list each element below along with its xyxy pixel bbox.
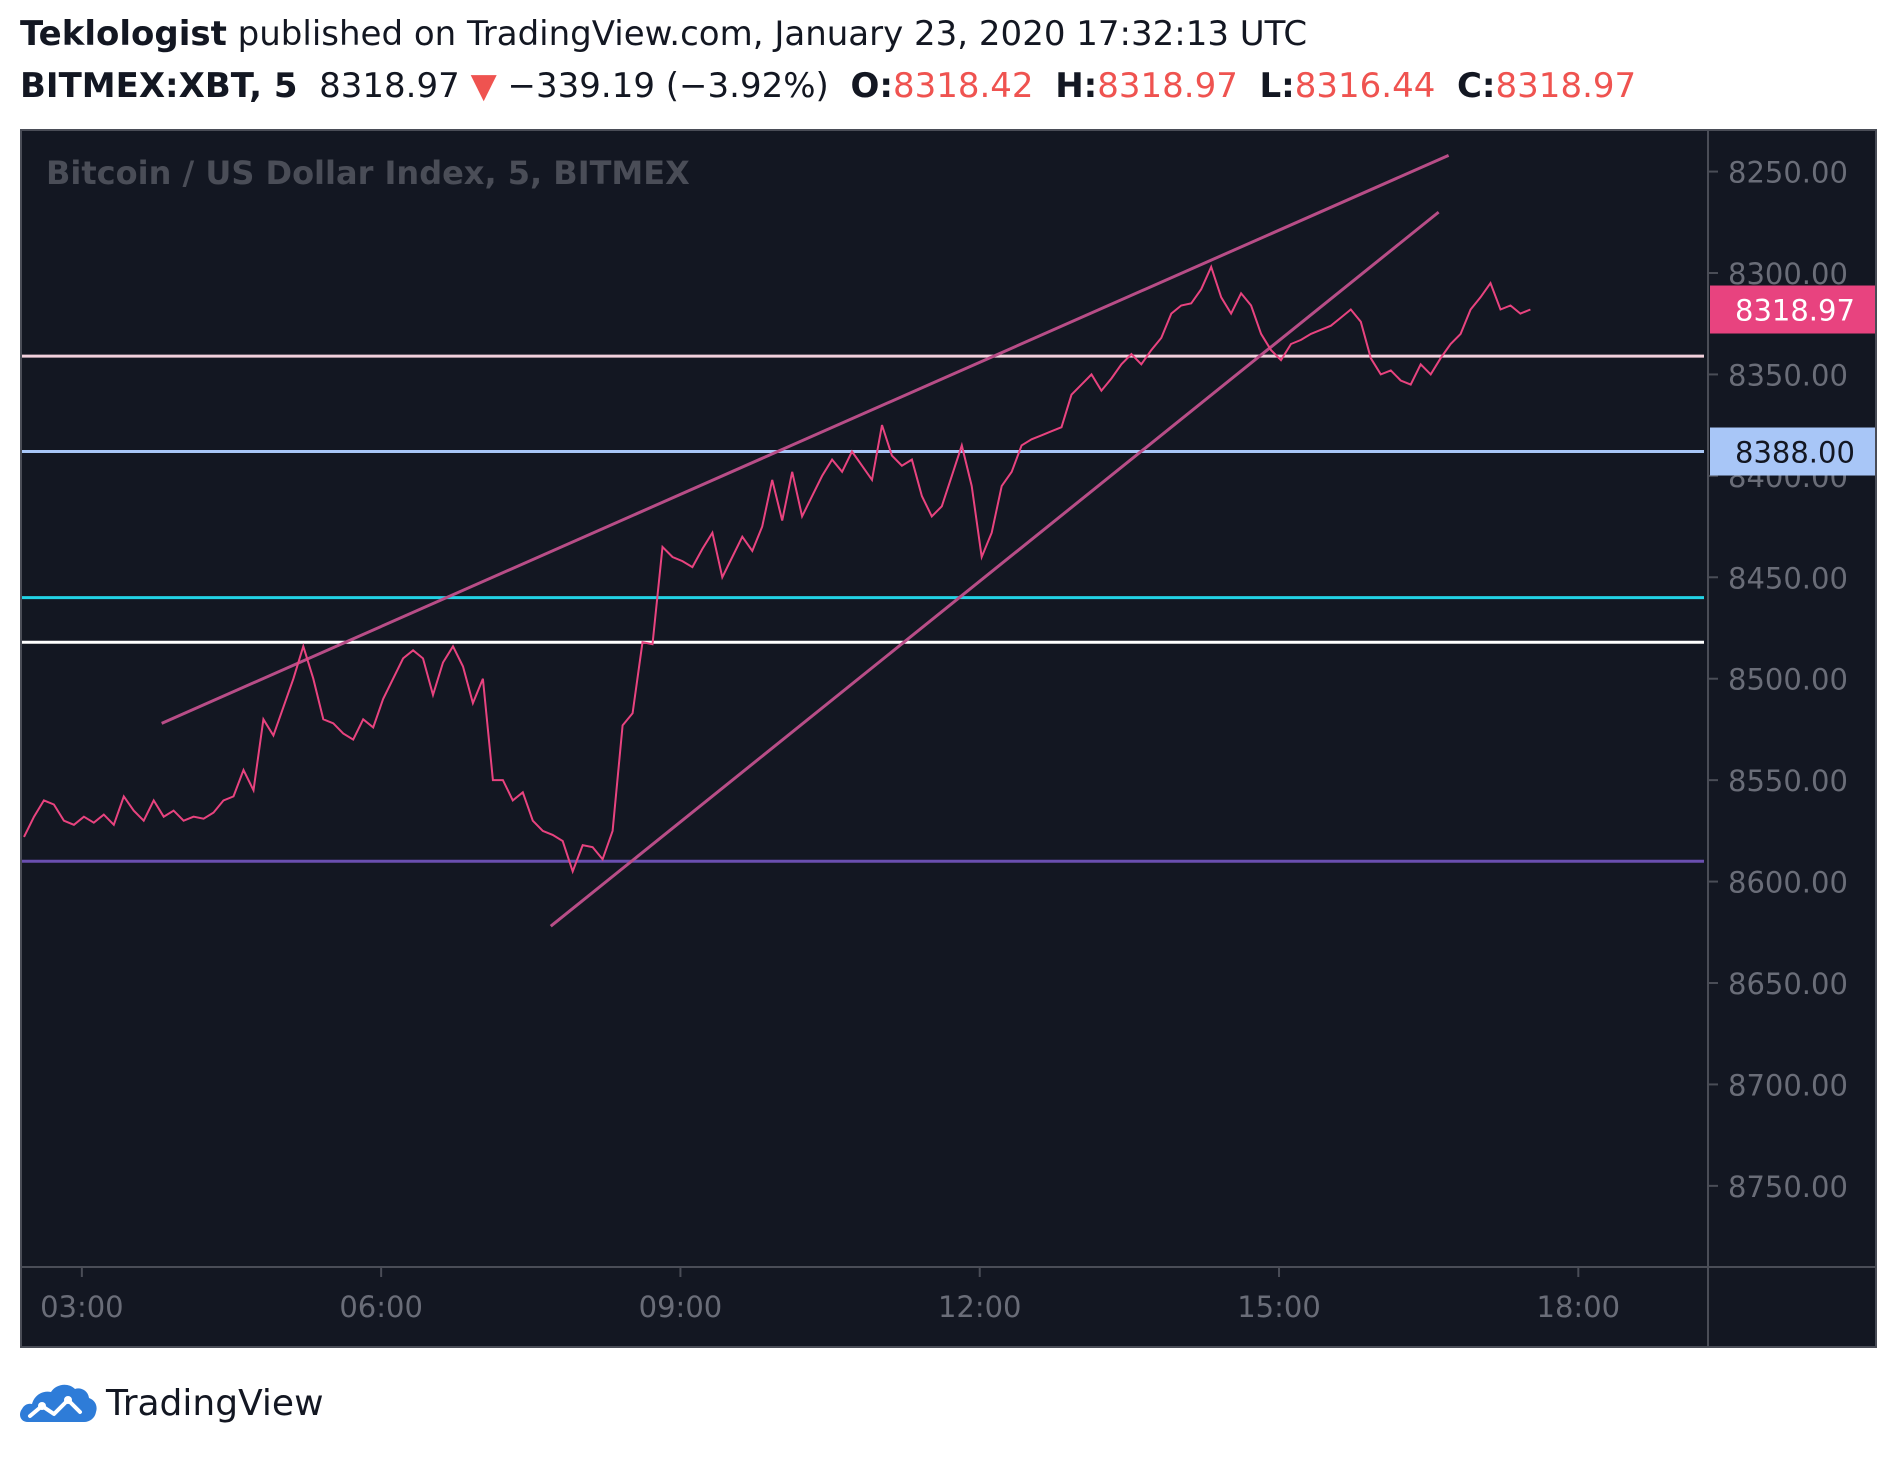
low-value: 8316.44 [1294,66,1436,106]
last-price-label-bg [1710,285,1875,334]
symbol-name[interactable]: BITMEX:XBT, 5 [20,66,298,106]
y-tick-label: 8250.00 [1728,156,1848,190]
y-tick-label: 8450.00 [1728,561,1848,595]
y-tick-label: 8600.00 [1728,866,1848,900]
level-price-label: 8388.00 [1735,436,1855,470]
published-text: published on TradingView.com, January 23… [226,14,1308,54]
down-arrow-icon: ▼ [470,66,497,106]
chart-panel[interactable]: 8250.00 8300.00 8350.00 8400.00 8450.00 8500.… [20,129,1877,1348]
tradingview-logo[interactable]: TradingView [18,1378,324,1428]
symbol-info: BITMEX:XBT, 5 8318.97 ▼ −339.19 (−3.92%)… [20,66,1636,106]
chart-title: Bitcoin / US Dollar Index, 5, BITMEX [46,154,690,192]
last-price-label: 8318.97 [1735,294,1855,328]
trendline-2 [549,210,1440,928]
open-value: 8318.42 [892,66,1034,106]
trendline-1 [161,153,1450,725]
y-tick-label: 8700.00 [1728,1068,1848,1102]
high-value: 8318.97 [1097,66,1238,106]
x-tick-label: 06:00 [339,1290,423,1324]
close-value: 8318.97 [1495,66,1637,106]
publish-info: Teklologist published on TradingView.com… [20,14,1307,54]
high-label: H: [1055,66,1098,106]
y-tick-label: 8350.00 [1728,358,1848,392]
author-name[interactable]: Teklologist [20,14,227,54]
price-change: −339.19 (−3.92%) [507,66,829,106]
level-price-label-bg [1710,427,1875,476]
close-label: C: [1456,66,1496,106]
x-tick-label: 12:00 [938,1290,1022,1324]
y-tick-label: 8300.00 [1728,257,1848,291]
chart-svg[interactable]: 8250.008300.008350.008400.008450.008500.… [22,131,1875,1346]
price-series-line [23,264,1531,875]
tradingview-cloud-icon [20,1384,97,1422]
x-tick-label: 09:00 [639,1290,723,1324]
last-price: 8318.97 [319,66,460,106]
y-tick-label: 8500.00 [1728,663,1848,697]
y-tick-label: 8650.00 [1728,967,1848,1001]
tradingview-brand-text: TradingView [106,1382,324,1424]
x-tick-label: 03:00 [40,1290,124,1324]
open-label: O: [850,66,893,106]
y-tick-label: 8750.00 [1728,1170,1848,1204]
x-tick-label: 15:00 [1237,1290,1321,1324]
y-tick-label: 8550.00 [1728,764,1848,798]
x-tick-label: 18:00 [1537,1290,1621,1324]
low-label: L: [1259,66,1295,106]
